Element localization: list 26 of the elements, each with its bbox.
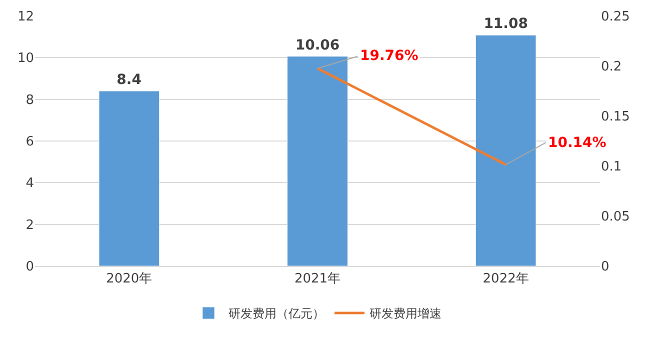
data-label: 11.08 bbox=[484, 16, 528, 32]
y2-tick-label: 0.25 bbox=[601, 10, 630, 25]
legend-label: 研发费用增速 bbox=[370, 306, 442, 321]
x-tick-label: 2022年 bbox=[482, 272, 529, 287]
x-tick-label: 2021年 bbox=[294, 272, 341, 287]
y2-tick-label: 0.1 bbox=[601, 160, 622, 175]
bar bbox=[287, 56, 348, 266]
y-tick-label: 12 bbox=[17, 10, 34, 25]
data-label: 19.76% bbox=[360, 48, 418, 64]
bar bbox=[475, 34, 536, 266]
y2-tick-label: 0.15 bbox=[601, 110, 630, 125]
bar bbox=[98, 90, 160, 266]
y2-tick-label: 0.05 bbox=[601, 210, 630, 225]
x-tick-label: 2020年 bbox=[106, 272, 152, 287]
y-tick-label: 2 bbox=[26, 218, 34, 233]
y-tick-label: 8 bbox=[26, 92, 34, 108]
data-label: 8.4 bbox=[116, 72, 142, 88]
y-tick-label: 10 bbox=[17, 51, 34, 66]
data-label: 10.06 bbox=[295, 37, 340, 54]
y2-tick-label: 0.2 bbox=[601, 60, 622, 75]
data-label: 10.14% bbox=[548, 135, 606, 151]
y-tick-label: 4 bbox=[26, 176, 34, 192]
y-tick-label: 6 bbox=[26, 134, 34, 150]
legend-label: 研发费用（亿元） bbox=[228, 306, 324, 321]
y-tick-label: 0 bbox=[26, 260, 34, 275]
y2-tick-label: 0 bbox=[601, 260, 610, 275]
